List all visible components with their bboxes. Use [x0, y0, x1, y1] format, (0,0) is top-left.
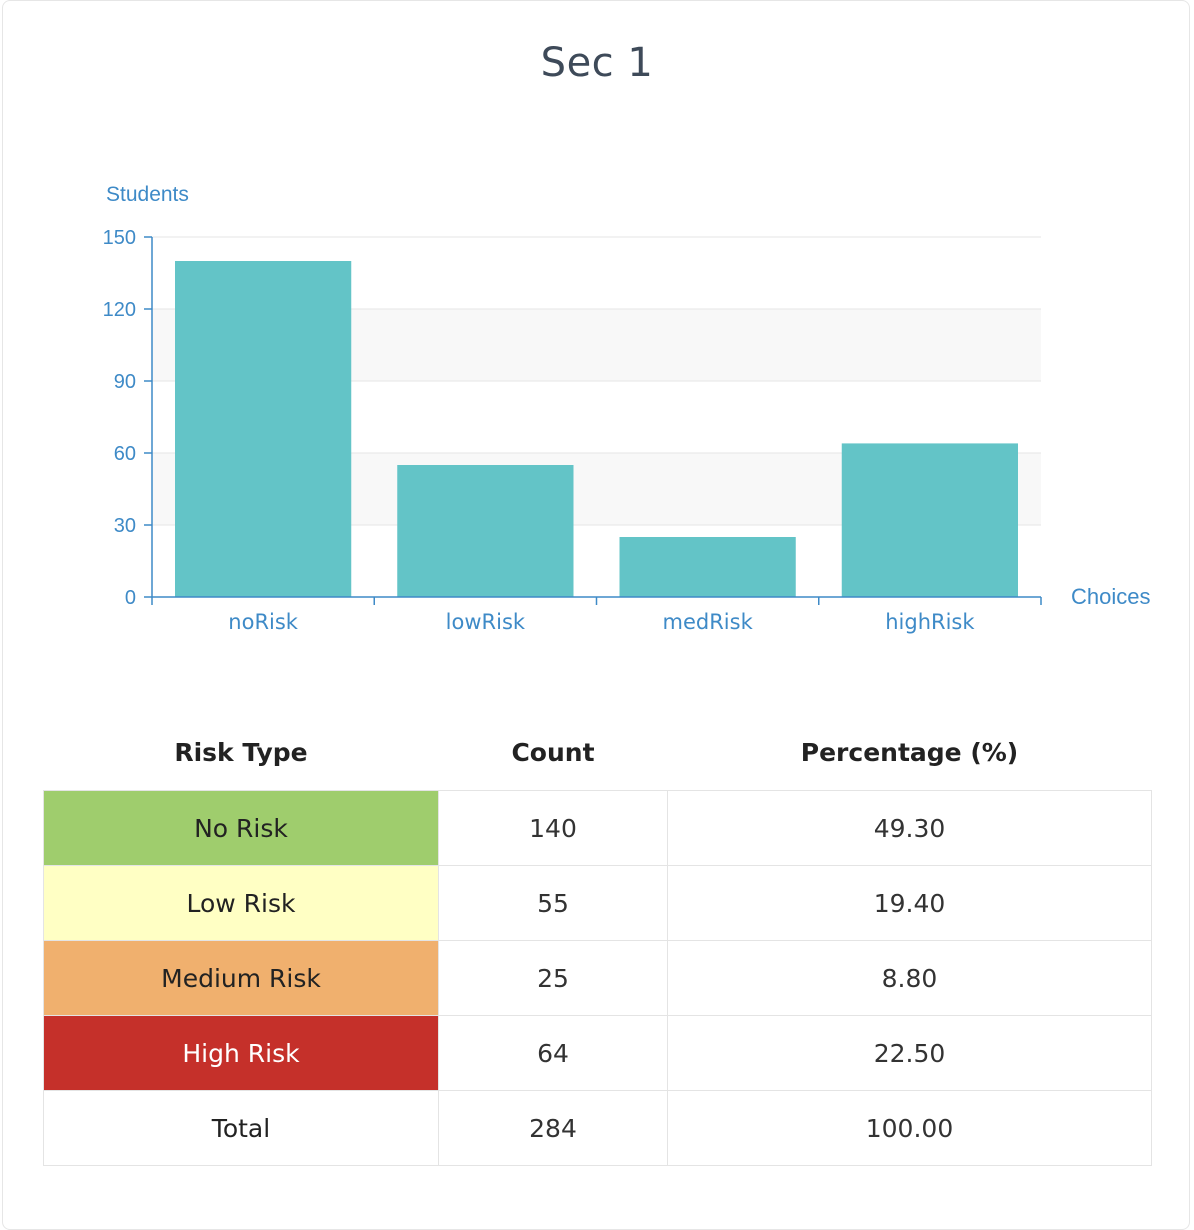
y-tick-label: 0: [125, 587, 136, 609]
y-tick-label: 150: [103, 227, 136, 249]
y-tick-label: 60: [114, 443, 136, 465]
risk-type-cell: High Risk: [43, 1015, 439, 1091]
header-percentage: Percentage (%): [800, 737, 1019, 767]
count-cell: 55: [438, 865, 668, 941]
table-row: Total 284 100.00: [43, 1090, 1152, 1166]
y-tick-label: 120: [103, 299, 136, 321]
percentage-cell: 49.30: [667, 790, 1152, 866]
count-cell: 25: [438, 940, 668, 1016]
header-risk-type: Risk Type: [174, 737, 308, 767]
table-row: Medium Risk 25 8.80: [43, 940, 1152, 1016]
x-axis-label: Choices: [1071, 584, 1150, 609]
table-row: No Risk 140 49.30: [43, 790, 1152, 866]
table-row: Low Risk 55 19.40: [43, 865, 1152, 941]
bar-noRisk: [175, 261, 352, 597]
count-cell: 64: [438, 1015, 668, 1091]
bar-chart: 0 30 60 90 120 150 noRisk lowRisk medRisk highRis…: [103, 183, 1151, 634]
risk-table: Risk Type Count Percentage (%) No Risk 1…: [43, 714, 1152, 1166]
table-header-row: Risk Type Count Percentage (%): [44, 714, 1152, 791]
chart-title: Sec 1: [540, 40, 654, 86]
risk-type-cell: Total: [43, 1090, 439, 1166]
bar-medRisk: [619, 537, 796, 597]
table-row: High Risk 64 22.50: [43, 1015, 1152, 1091]
risk-type-cell: No Risk: [43, 790, 439, 866]
header-count: Count: [511, 737, 595, 767]
percentage-cell: 22.50: [667, 1015, 1152, 1091]
y-tick-label: 30: [114, 515, 136, 537]
y-axis-label: Students: [106, 183, 189, 206]
x-tick-label: highRisk: [885, 610, 975, 634]
x-tick-label: noRisk: [228, 610, 299, 634]
risk-type-cell: Low Risk: [43, 865, 439, 941]
risk-type-cell: Medium Risk: [43, 940, 439, 1016]
count-cell: 284: [438, 1090, 668, 1166]
bar-lowRisk: [397, 465, 574, 597]
percentage-cell: 8.80: [667, 940, 1152, 1016]
y-tick-label: 90: [114, 371, 136, 393]
count-cell: 140: [438, 790, 668, 866]
x-tick-label: lowRisk: [446, 610, 526, 634]
percentage-cell: 100.00: [667, 1090, 1152, 1166]
percentage-cell: 19.40: [667, 865, 1152, 941]
bar-highRisk: [841, 443, 1018, 597]
x-tick-label: medRisk: [663, 610, 754, 634]
